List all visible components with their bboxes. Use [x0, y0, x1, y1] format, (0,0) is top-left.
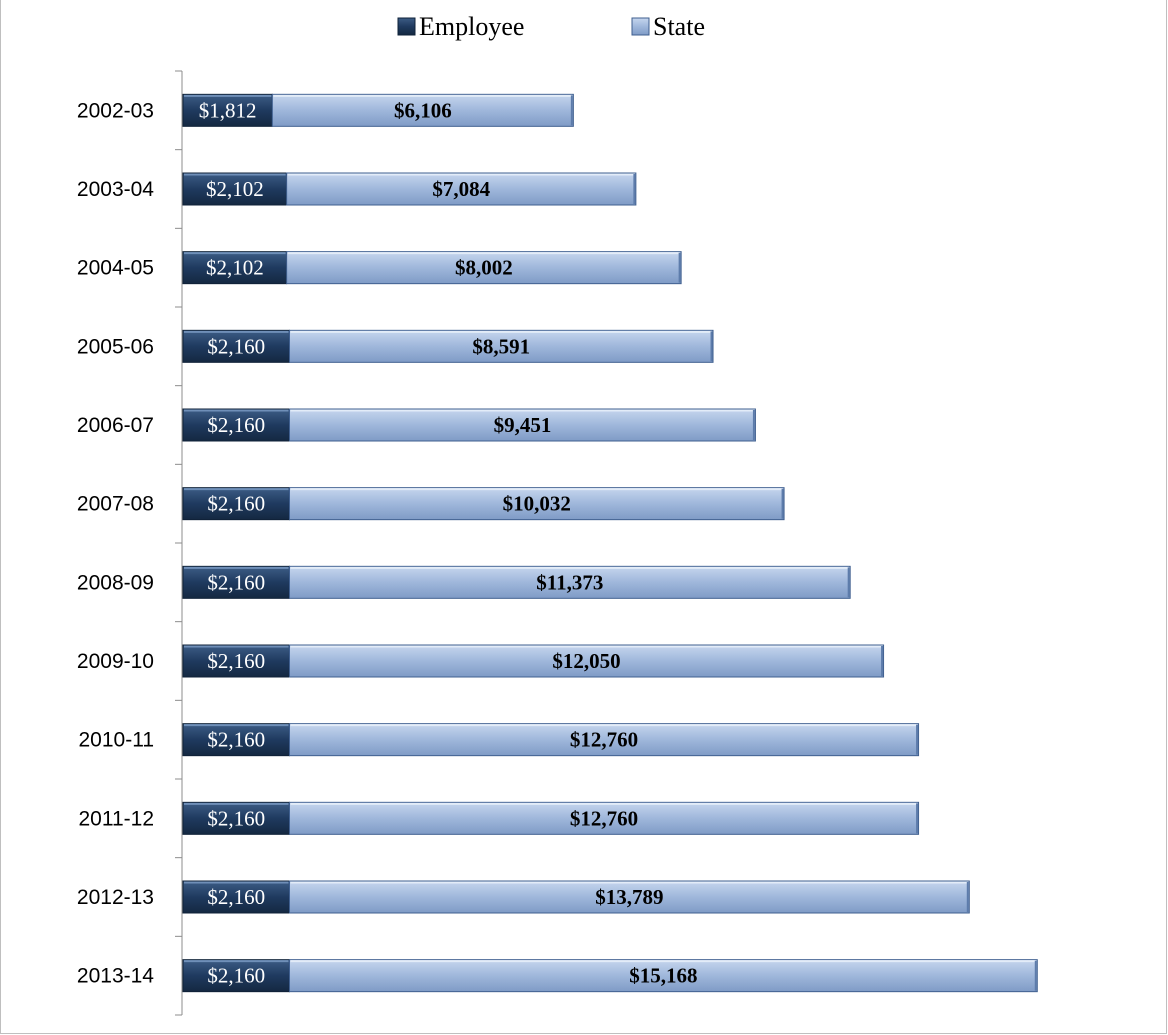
bar-state [288, 959, 1038, 993]
data-label-state: $8,591 [472, 334, 530, 358]
data-label-employee: $2,160 [207, 806, 265, 830]
bar-state [286, 172, 637, 206]
data-label-employee: $2,160 [207, 649, 265, 673]
bar-state [288, 723, 920, 757]
bar-state [288, 329, 714, 363]
data-label-state: $12,760 [570, 806, 638, 830]
bar-state [271, 93, 574, 127]
category-label: 2004-05 [77, 257, 154, 280]
legend-state-label: State [653, 12, 705, 41]
category-label: 2007-08 [77, 493, 154, 516]
category-label: 2003-04 [77, 178, 154, 201]
data-label-state: $12,050 [552, 649, 620, 673]
data-label-employee: $2,160 [207, 885, 265, 909]
data-label-state: $12,760 [570, 728, 638, 752]
data-label-state: $11,373 [536, 570, 603, 594]
data-label-employee: $2,160 [207, 492, 265, 516]
data-label-employee: $2,160 [207, 570, 265, 594]
category-axis: 2002-03 2003-04 2004-05 2005-06 2006-07 2007-… [77, 70, 183, 1016]
category-label: 2013-14 [77, 965, 154, 988]
category-label: 2005-06 [77, 335, 154, 358]
category-label: 2012-13 [77, 886, 154, 909]
data-label-employee: $2,160 [207, 334, 265, 358]
bars: $1,812 $6,106 $2,102 $7,084 $2,102 $8,002 $2,1… [182, 93, 1038, 993]
data-label-employee: $2,102 [206, 256, 264, 280]
data-label-employee: $2,160 [207, 413, 265, 437]
bar-employee [182, 644, 290, 678]
bar-employee [182, 880, 290, 914]
data-label-state: $15,168 [629, 964, 697, 988]
bar-state [286, 251, 682, 285]
category-label: 2010-11 [78, 729, 154, 752]
bar-state [288, 880, 970, 914]
data-label-state: $9,451 [494, 413, 552, 437]
category-label: 2011-12 [78, 807, 154, 830]
bar-state [288, 565, 851, 599]
legend-state-swatch [631, 17, 650, 36]
category-label: 2009-10 [77, 650, 154, 673]
category-label: 2006-07 [77, 414, 154, 437]
bar-state [288, 644, 885, 678]
bar-employee [182, 329, 290, 363]
bar-employee [182, 172, 288, 206]
bar-employee [182, 487, 290, 521]
bar-state [288, 801, 920, 835]
data-label-state: $8,002 [455, 256, 513, 280]
bar-state [288, 487, 785, 521]
data-label-employee: $2,102 [206, 177, 264, 201]
data-label-state: $10,032 [503, 492, 571, 516]
data-label-employee: $2,160 [207, 964, 265, 988]
bar-employee [182, 959, 290, 993]
data-label-employee: $2,160 [207, 728, 265, 752]
category-label: 2008-09 [77, 571, 154, 594]
data-label-state: $6,106 [394, 98, 452, 122]
bar-state [288, 408, 756, 442]
data-label-employee: $1,812 [199, 98, 257, 122]
legend-employee-swatch [397, 17, 416, 36]
legend-employee-label: Employee [419, 12, 524, 41]
legend: Employee State [397, 12, 705, 41]
data-label-state: $13,789 [595, 885, 663, 909]
category-label: 2002-03 [77, 99, 154, 122]
data-label-state: $7,084 [432, 177, 490, 201]
